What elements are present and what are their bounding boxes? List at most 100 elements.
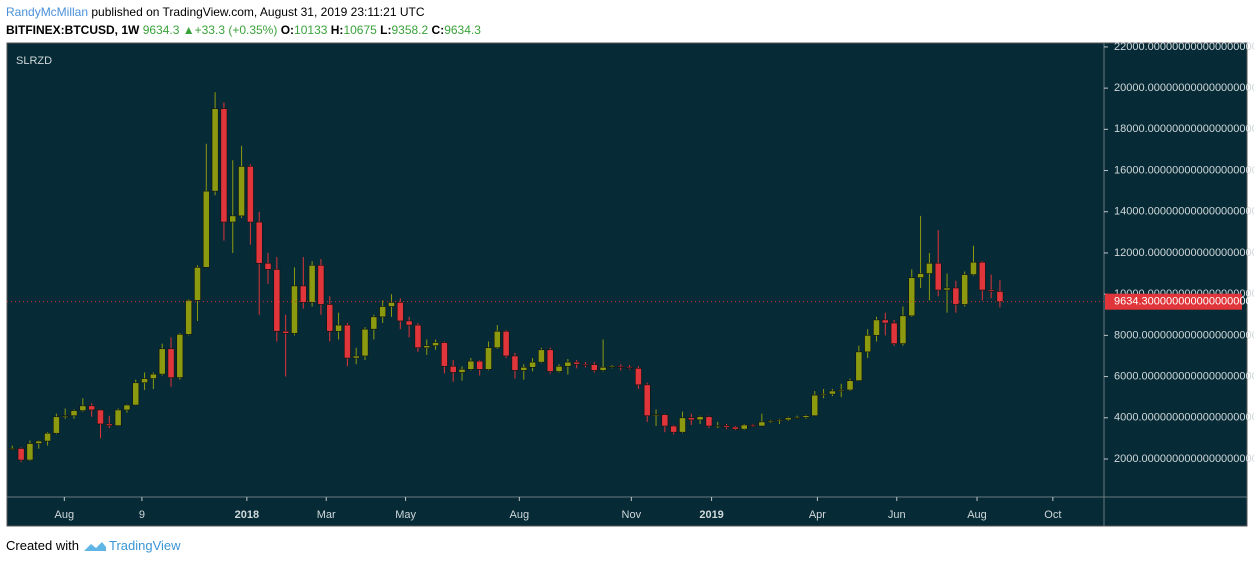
x-tick-label: 2018	[235, 509, 259, 521]
candle-body	[987, 289, 995, 292]
candle-body	[555, 365, 563, 372]
low: 9358.2	[391, 23, 429, 37]
candle-body	[767, 420, 775, 423]
candle-body	[149, 373, 157, 379]
candle-body	[564, 361, 572, 367]
last-price-tag	[1105, 293, 1242, 310]
candle-body	[70, 410, 78, 417]
candle-body	[423, 345, 431, 349]
candle-body	[652, 414, 660, 417]
candle-body	[520, 367, 528, 371]
candle-body	[670, 425, 678, 433]
x-tick-label: Jun	[888, 509, 906, 521]
created-with: Created with	[6, 538, 79, 553]
candle-body	[917, 273, 924, 278]
l-label: L:	[380, 23, 392, 37]
publish-line: RandyMcMillan published on TradingView.c…	[6, 5, 425, 19]
candle-body	[114, 409, 122, 426]
chart-background	[6, 42, 1248, 527]
candle-body	[784, 417, 792, 421]
y-tick-label: 6000.0000000000000000000	[1114, 370, 1254, 382]
y-tick-label: 4000.0000000000000000000	[1114, 412, 1254, 424]
symbol-line: BITFINEX:BTCUSD, 1W 9634.3 ▲+33.3 (+0.35…	[6, 23, 481, 37]
candle-body	[458, 369, 466, 373]
candle-body	[687, 417, 695, 421]
x-tick-label: Nov	[622, 509, 642, 521]
candle-body	[599, 367, 607, 371]
candle-body	[873, 319, 880, 336]
candle-body	[52, 416, 60, 434]
candle-body	[194, 267, 201, 301]
author[interactable]: RandyMcMillan	[6, 5, 89, 19]
candle-body	[749, 424, 757, 427]
footer: Created with TradingView	[6, 538, 181, 553]
candle-body	[17, 448, 25, 461]
candle-body	[696, 416, 704, 421]
candle-body	[26, 443, 34, 461]
candle-body	[802, 415, 810, 418]
candle-body	[635, 368, 642, 386]
candle-body	[379, 306, 387, 318]
candle-body	[132, 382, 140, 406]
candle-body	[502, 330, 510, 357]
candle-body	[493, 330, 501, 349]
candle-body	[255, 221, 263, 264]
y-tick-label: 14000.0000000000000000000	[1114, 206, 1254, 218]
candle-body	[282, 330, 290, 334]
candle-body	[679, 417, 686, 433]
y-tick-label: 16000.0000000000000000000	[1114, 164, 1254, 176]
candle-body	[246, 166, 254, 223]
candle-body	[643, 384, 651, 417]
candle-body	[405, 320, 413, 326]
x-tick-label: Aug	[510, 509, 530, 521]
y-tick-label: 20000.0000000000000000000	[1114, 82, 1254, 94]
candle-body	[881, 319, 889, 324]
candle-body	[590, 364, 598, 371]
candle-body	[970, 261, 977, 275]
candle-body	[996, 291, 1004, 302]
x-tick-label: Apr	[809, 509, 826, 521]
up-arrow: ▲	[182, 23, 195, 37]
candle-body	[978, 261, 986, 291]
candle-body	[105, 423, 113, 426]
y-tick-label: 12000.0000000000000000000	[1114, 247, 1254, 259]
candle-body	[264, 262, 272, 270]
candle-body	[485, 347, 492, 370]
candle-body	[573, 361, 581, 365]
candle-body	[661, 414, 669, 427]
candle-body	[8, 448, 16, 450]
candle-body	[388, 302, 395, 307]
candle-body	[476, 360, 484, 370]
last-price-label: 9634.3000000000000000000	[1114, 296, 1254, 308]
last: 9634.3	[142, 23, 180, 37]
candle-body	[167, 348, 175, 378]
candle-body	[626, 367, 633, 369]
candle-body	[820, 393, 827, 396]
candle-body	[890, 322, 898, 344]
candle-body	[361, 328, 369, 357]
candle-body	[732, 426, 739, 430]
candle-body	[538, 349, 545, 363]
candle-body	[961, 274, 969, 305]
candle-body	[185, 300, 193, 335]
candle-body	[837, 389, 845, 392]
candle-body	[344, 324, 351, 359]
candle-body	[432, 342, 439, 346]
candle-body	[211, 108, 219, 192]
x-tick-label: 9	[139, 509, 145, 521]
brand[interactable]: TradingView	[108, 538, 181, 553]
candle-body	[449, 365, 457, 373]
x-tick-label: Aug	[55, 509, 75, 521]
x-tick-label: 2019	[699, 509, 723, 521]
candle-body	[176, 334, 184, 378]
candle-body	[723, 425, 730, 428]
candle-body	[908, 277, 916, 317]
candle-body	[441, 342, 448, 367]
candle-body	[396, 302, 404, 322]
candle-body	[61, 415, 69, 418]
candle-body	[123, 404, 131, 411]
candle-body	[943, 287, 951, 291]
candle-body	[88, 405, 96, 411]
chart-title: SLRZD	[16, 55, 52, 67]
candle-body	[229, 215, 237, 223]
